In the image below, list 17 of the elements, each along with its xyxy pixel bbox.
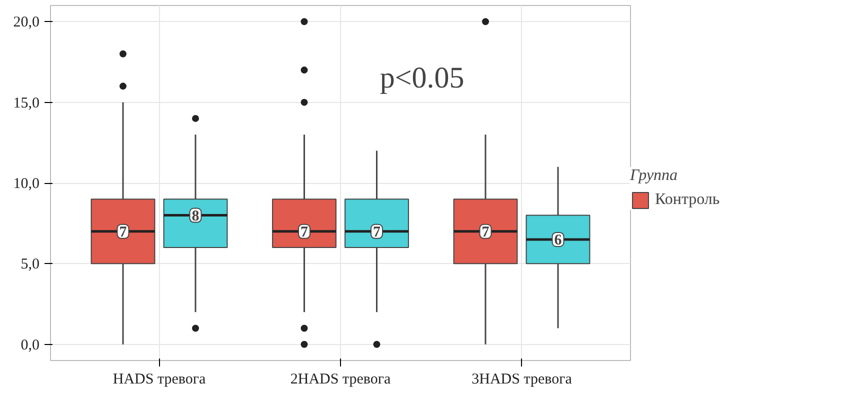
legend-title: Группа: [630, 167, 679, 185]
x-tick-label: 3HADS тревога: [472, 372, 572, 388]
text: 7: [300, 224, 308, 240]
annotation: p<0.05: [380, 61, 464, 94]
legend-label: Контроль: [655, 191, 720, 209]
text: 6: [554, 232, 562, 248]
y-tick-label: 15,0: [13, 95, 40, 112]
y-tick-label: 20,0: [13, 14, 40, 31]
y-tick-label: 5,0: [20, 256, 40, 273]
text: 7: [119, 224, 127, 240]
text: 7: [482, 224, 490, 240]
y-tick-label: 10,0: [13, 176, 40, 192]
y-tick-label: 0,0: [20, 337, 40, 354]
x-tick-label: 2HADS тревога: [290, 372, 391, 388]
text: 8: [192, 208, 200, 224]
x-tick-label: HADS тревога: [112, 372, 206, 388]
text: 7: [373, 224, 380, 240]
